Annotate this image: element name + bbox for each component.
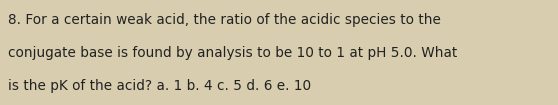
Text: 8. For a certain weak acid, the ratio of the acidic species to the: 8. For a certain weak acid, the ratio of… — [8, 13, 441, 27]
Text: is the pK of the acid? a. 1 b. 4 c. 5 d. 6 e. 10: is the pK of the acid? a. 1 b. 4 c. 5 d.… — [8, 79, 311, 93]
Text: conjugate base is found by analysis to be 10 to 1 at pH 5.0. What: conjugate base is found by analysis to b… — [8, 46, 458, 60]
